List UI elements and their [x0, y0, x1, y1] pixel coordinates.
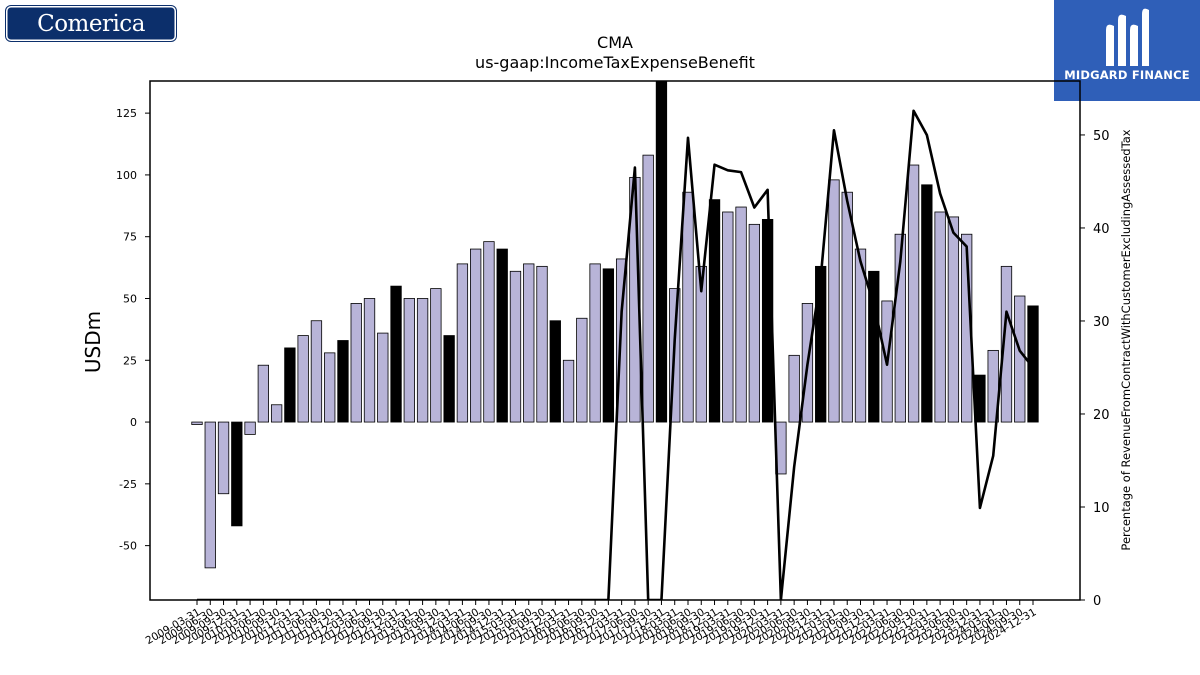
y-axis-label: USDm: [81, 311, 105, 373]
y-tick-label: 50: [123, 292, 137, 305]
comerica-logo-text: Comerica: [37, 10, 145, 37]
y2-tick-label: 40: [1093, 222, 1110, 237]
bar: [217, 421, 230, 495]
bar: [748, 223, 760, 423]
bar: [854, 248, 867, 423]
bar: [615, 258, 628, 423]
bar: [655, 81, 668, 423]
bar: [735, 206, 747, 423]
bar: [483, 241, 495, 423]
comerica-logo: Comerica: [6, 6, 176, 41]
y2-tick-label: 0: [1093, 594, 1101, 609]
bar: [470, 248, 482, 423]
y-tick-label: 25: [123, 354, 137, 367]
bar: [324, 352, 336, 423]
bar: [1027, 305, 1039, 423]
y-tick-label: 75: [123, 231, 137, 244]
bar: [602, 268, 615, 423]
bar: [934, 211, 946, 423]
bar: [456, 263, 469, 423]
bar: [231, 421, 243, 527]
bar: [815, 265, 827, 423]
y-tick-label: -50: [119, 540, 137, 553]
bar: [443, 335, 455, 423]
bar: [191, 421, 203, 425]
bar: [682, 191, 694, 423]
y2-axis-label: Percentage of RevenueFromContractWithCus…: [1119, 129, 1133, 550]
bar: [841, 191, 853, 423]
y2-tick-label: 50: [1093, 129, 1110, 144]
bar: [695, 265, 707, 423]
y-tick-label: 100: [116, 169, 137, 182]
bar: [509, 270, 522, 423]
bar: [549, 320, 561, 423]
bar: [576, 317, 588, 423]
bar: [947, 216, 960, 423]
percentage-line: [197, 109, 1035, 600]
midgard-finance-logo: MIDGARD FINANCE: [1054, 0, 1200, 101]
midgard-emblem-icon: [1106, 8, 1149, 67]
bar-series: [191, 81, 1039, 569]
bar: [828, 179, 840, 423]
bar: [589, 263, 601, 423]
bar: [270, 404, 283, 423]
bar: [403, 298, 415, 423]
bar: [722, 211, 734, 423]
chart-subtitle: us-gaap:IncomeTaxExpenseBenefit: [475, 53, 755, 72]
bar: [257, 364, 270, 423]
bar: [868, 270, 880, 423]
bar: [788, 354, 800, 423]
y-tick-label: -25: [119, 478, 137, 491]
y-tick-label: 0: [130, 416, 137, 429]
bar: [363, 298, 376, 423]
y-tick-label: 125: [116, 107, 137, 120]
bar: [642, 154, 654, 423]
bar: [562, 359, 575, 423]
bar: [708, 199, 721, 423]
bar: [1014, 295, 1026, 423]
bar: [350, 303, 362, 423]
bar: [284, 347, 296, 423]
axes: -50-250255075100125010203040502009-03-31…: [116, 80, 1110, 647]
bar: [337, 340, 349, 423]
y2-tick-label: 20: [1093, 408, 1110, 423]
chart-title: CMA: [597, 33, 633, 52]
bar: [430, 288, 442, 423]
bar: [390, 285, 402, 423]
bar: [416, 298, 429, 423]
bar: [377, 332, 389, 423]
bar: [1000, 265, 1013, 423]
line-series: [197, 109, 1035, 600]
plot-frame: [149, 80, 1081, 601]
bar: [921, 184, 933, 423]
bar: [204, 421, 216, 569]
bar: [536, 265, 548, 423]
bar: [297, 335, 309, 423]
midgard-logo-text: MIDGARD FINANCE: [1064, 68, 1190, 82]
bar: [244, 421, 256, 435]
bar: [310, 320, 323, 423]
y2-tick-label: 30: [1093, 315, 1110, 330]
bar: [894, 233, 906, 423]
bar: [523, 263, 535, 423]
bar: [496, 248, 508, 423]
y2-tick-label: 10: [1093, 501, 1110, 516]
bar: [907, 164, 920, 423]
